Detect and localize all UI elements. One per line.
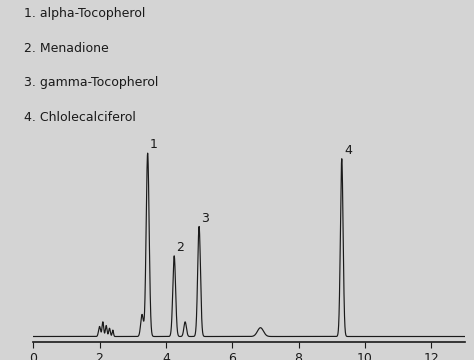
Text: 1: 1 (149, 138, 157, 151)
Text: 4: 4 (345, 144, 352, 157)
Text: 3: 3 (201, 212, 209, 225)
Text: 1. alpha-Tocopherol: 1. alpha-Tocopherol (24, 7, 145, 20)
Text: 3. gamma-Tocopherol: 3. gamma-Tocopherol (24, 76, 158, 89)
Text: 4. Chlolecalciferol: 4. Chlolecalciferol (24, 111, 136, 124)
Text: 2. Menadione: 2. Menadione (24, 42, 109, 55)
Text: 2: 2 (176, 241, 184, 254)
